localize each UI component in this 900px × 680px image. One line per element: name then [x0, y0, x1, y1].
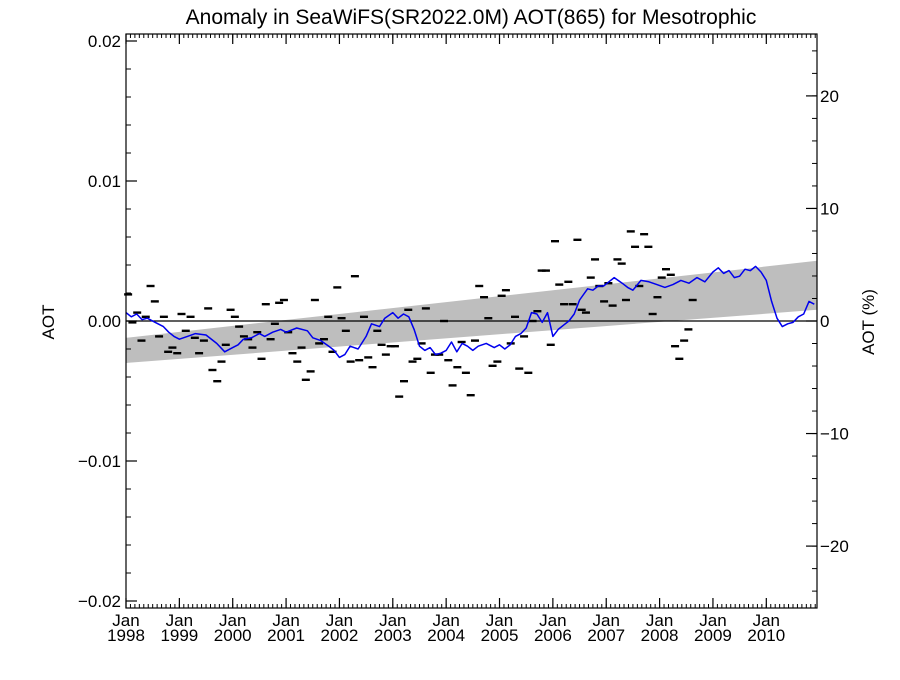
x-tick-label-month: Jan: [593, 611, 620, 630]
x-tick-label-year: 2010: [747, 626, 785, 645]
x-tick-label-year: 1998: [107, 626, 145, 645]
running-mean-line: [125, 265, 815, 359]
x-tick-label-year: 2007: [587, 626, 625, 645]
y-right-tick-label: −10: [820, 425, 849, 444]
x-tick-label-month: Jan: [646, 611, 673, 630]
x-tick-label-year: 2008: [641, 626, 679, 645]
x-tick-label-month: Jan: [486, 611, 513, 630]
y-left-tick-label: 0.01: [88, 172, 121, 191]
x-tick-label-month: Jan: [112, 611, 139, 630]
y-axis-label-left: AOT: [39, 305, 58, 340]
x-tick-label-month: Jan: [432, 611, 459, 630]
y-right-tick-label: −20: [820, 537, 849, 556]
x-tick-label-year: 2000: [214, 626, 252, 645]
x-tick-label-month: Jan: [166, 611, 193, 630]
y-left-tick-label: −0.01: [78, 452, 121, 471]
y-left-tick-label: −0.02: [78, 592, 121, 611]
x-tick-label-year: 2004: [427, 626, 465, 645]
x-tick-label-month: Jan: [219, 611, 246, 630]
y-right-tick-label: 0: [820, 312, 829, 331]
x-tick-label-month: Jan: [699, 611, 726, 630]
x-tick-label-month: Jan: [379, 611, 406, 630]
x-tick-label-year: 2001: [267, 626, 305, 645]
y-axis-label-right: AOT (%): [859, 289, 878, 355]
y-left-tick-label: 0.00: [88, 312, 121, 331]
x-tick-label-month: Jan: [753, 611, 780, 630]
x-tick-label-year: 2002: [321, 626, 359, 645]
x-tick-label-year: 2006: [534, 626, 572, 645]
x-tick-label-year: 1999: [160, 626, 198, 645]
plot-area: 0.020.010.00−0.01−0.0220100−10−20Jan1998…: [78, 32, 849, 645]
y-left-tick-label: 0.02: [88, 32, 121, 51]
y-right-tick-label: 10: [820, 199, 839, 218]
x-tick-label-month: Jan: [326, 611, 353, 630]
x-tick-label-month: Jan: [272, 611, 299, 630]
x-tick-label-year: 2005: [481, 626, 519, 645]
x-tick-label-month: Jan: [539, 611, 566, 630]
y-right-tick-label: 20: [820, 87, 839, 106]
x-tick-label-year: 2003: [374, 626, 412, 645]
chart-title: Anomaly in SeaWiFS(SR2022.0M) AOT(865) f…: [186, 6, 757, 29]
trend-band: [126, 260, 817, 363]
x-tick-label-year: 2009: [694, 626, 732, 645]
